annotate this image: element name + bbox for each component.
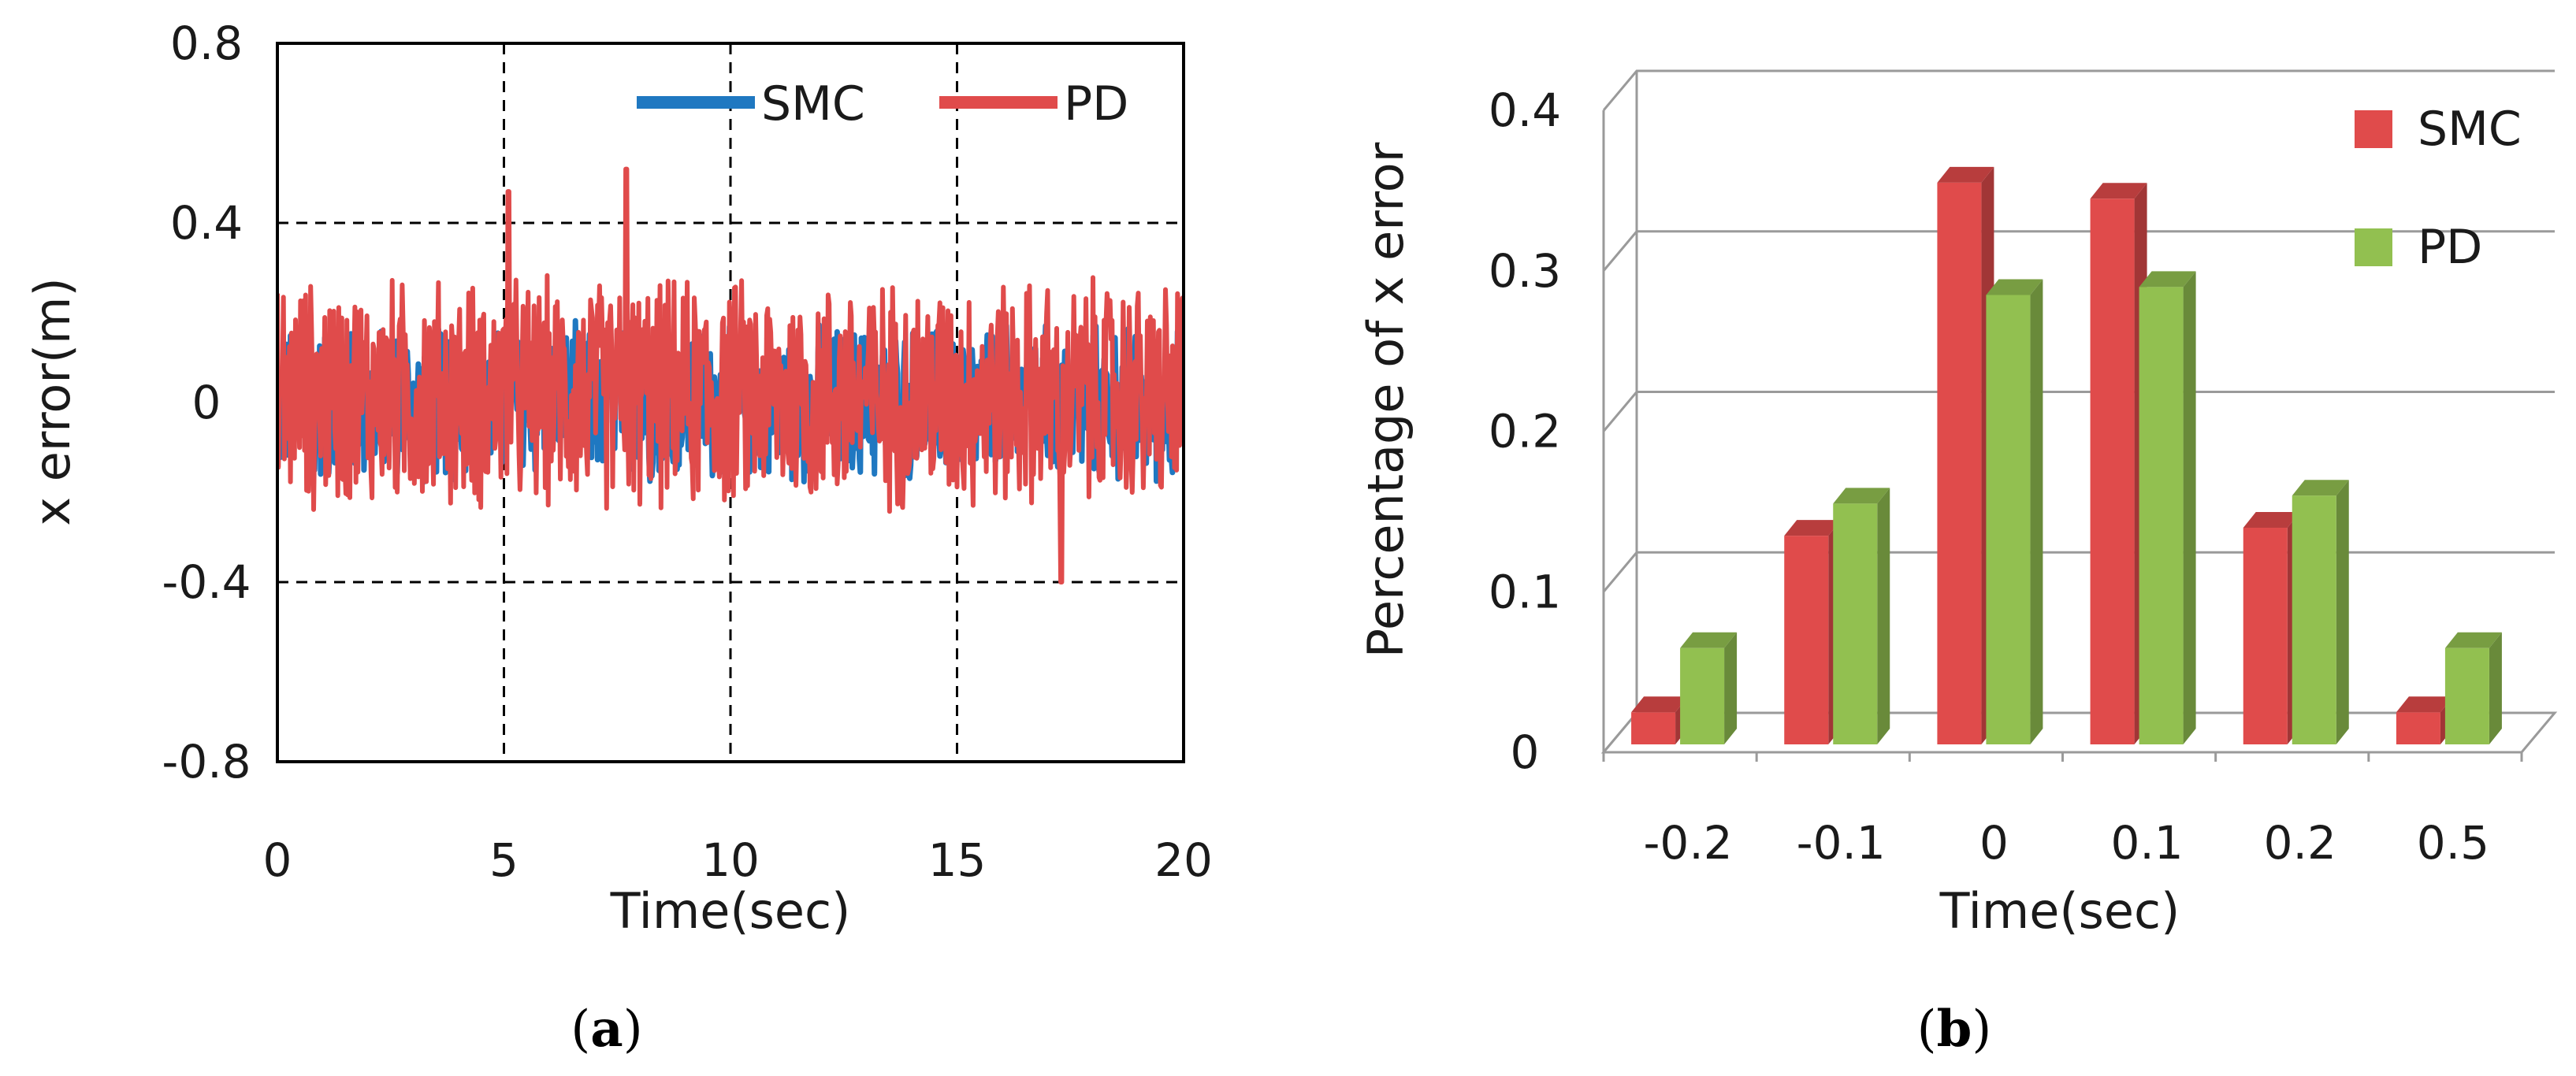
gridline-3d xyxy=(1602,230,2555,272)
x-tick-label: 10 xyxy=(701,833,760,887)
bar-side xyxy=(1877,488,1890,744)
bar-pd xyxy=(1833,488,1890,744)
x-tick-label: 0.5 xyxy=(2417,816,2489,870)
x-tick-label: 0.1 xyxy=(2110,816,2183,870)
x-tick-label: 5 xyxy=(489,833,519,887)
y-tick-labels-b: 0.4 0.3 0.2 0.1 0 xyxy=(1489,83,1561,779)
chart-walls-b xyxy=(1600,69,2558,762)
bar-front xyxy=(2090,199,2135,744)
bar-pd xyxy=(2292,480,2349,744)
bar-top xyxy=(2444,632,2502,648)
x-axis-label-b: Time(sec) xyxy=(1939,882,2180,940)
bar-front xyxy=(1833,503,1878,744)
bar-front xyxy=(1680,647,1725,744)
x-tick-label: -0.2 xyxy=(1643,816,1732,870)
bar-top xyxy=(1937,166,1994,183)
bar-top xyxy=(1680,632,1738,648)
x-tick-label: 0 xyxy=(263,833,292,887)
x-tick-labels-a: 0 5 10 15 20 xyxy=(263,833,1213,887)
legend-label-pd: PD xyxy=(1064,76,1128,132)
bar-smc xyxy=(2243,511,2300,744)
bar-front xyxy=(2396,712,2440,744)
bar-front xyxy=(2292,495,2336,744)
bar-top xyxy=(2243,511,2300,528)
gridline-3d xyxy=(1602,69,2555,111)
bar-smc xyxy=(2396,696,2453,744)
series-group-a xyxy=(277,166,1184,584)
y-tick-label: 0.4 xyxy=(1489,83,1561,137)
bar-front xyxy=(1784,536,1829,744)
gridline-3d xyxy=(1602,551,2555,593)
bar-pd xyxy=(2139,271,2196,744)
bar-pd xyxy=(1986,279,2043,744)
bar-front xyxy=(2444,647,2489,744)
y-tick-label: 0.1 xyxy=(1489,565,1561,618)
x-tick-label: -0.1 xyxy=(1797,816,1886,870)
bar-smc xyxy=(1784,520,1842,744)
bar-chart-panel-b: 0.4 0.3 0.2 0.1 0 -0.2 -0.1 0 0.1 0.2 0.5 SMC PD T… xyxy=(1357,69,2558,1059)
bar-top xyxy=(2396,696,2453,713)
x-tick-label: 0 xyxy=(1979,816,2009,870)
plot-frame-a xyxy=(276,42,1185,763)
y-tick-label: 0 xyxy=(192,376,221,429)
bar-side xyxy=(2030,279,2043,744)
bar-pd xyxy=(2444,632,2502,744)
caption-letter: a xyxy=(590,1000,623,1059)
y-tick-label: 0.8 xyxy=(170,17,243,70)
bar-top xyxy=(1631,696,1689,713)
bar-smc xyxy=(1631,696,1689,744)
bar-top xyxy=(2292,480,2349,496)
y-tick-label: 0 xyxy=(1511,725,1540,779)
bar-top xyxy=(1986,279,2043,295)
bar-front xyxy=(1986,295,2031,744)
bar-pd xyxy=(1680,632,1738,744)
bar-smc xyxy=(1937,166,1994,744)
bar-side xyxy=(2183,271,2196,744)
x-tick-labels-b: -0.2 -0.1 0 0.1 0.2 0.5 xyxy=(1643,816,2489,870)
legend-b: SMC PD xyxy=(2355,102,2522,275)
y-tick-label: -0.8 xyxy=(162,735,251,788)
bar-front xyxy=(1937,182,1982,744)
bar-front xyxy=(2139,287,2184,744)
x-tick-label: 20 xyxy=(1154,833,1213,887)
gridline-3d xyxy=(1602,391,2555,432)
bar-top xyxy=(2139,271,2196,288)
caption-letter: b xyxy=(1937,1000,1972,1059)
line-chart-panel-a: 0.8 0.4 0 -0.4 -0.8 0 5 10 15 20 SMC PD Time(sec)… xyxy=(24,17,1213,1059)
bars-group-b xyxy=(1631,166,2502,744)
y-axis-label-b: Percentage of x error xyxy=(1357,142,1414,658)
legend-swatch-pd xyxy=(2355,228,2392,266)
legend-a: SMC PD xyxy=(637,76,1128,132)
bar-top xyxy=(1833,488,1890,504)
y-axis-label-a: x error(m) xyxy=(24,277,81,525)
y-tick-label: 0.2 xyxy=(1489,405,1561,458)
bar-smc xyxy=(2090,183,2147,744)
legend-label-smc: SMC xyxy=(2418,102,2522,157)
x-axis-label-a: Time(sec) xyxy=(610,882,851,940)
y-tick-labels-a: 0.8 0.4 0 -0.4 -0.8 xyxy=(162,17,251,788)
x-tick-label: 0.2 xyxy=(2264,816,2336,870)
y-tick-label: -0.4 xyxy=(162,555,251,609)
y-tick-label: 0.3 xyxy=(1489,244,1561,298)
series-line-pd xyxy=(277,166,1184,584)
legend-label-smc: SMC xyxy=(761,76,865,132)
bar-side xyxy=(2336,480,2349,744)
caption-b: (b) xyxy=(1917,1000,1992,1059)
bar-front xyxy=(1631,712,1676,744)
bar-side xyxy=(2489,632,2502,744)
bar-side xyxy=(1724,632,1738,744)
y-tick-label: 0.4 xyxy=(170,196,243,250)
legend-swatch-smc xyxy=(2355,110,2392,148)
bar-top xyxy=(1784,520,1842,536)
legend-label-pd: PD xyxy=(2418,220,2482,275)
bar-front xyxy=(2243,527,2288,744)
x-tick-label: 15 xyxy=(928,833,987,887)
caption-a: (a) xyxy=(571,1000,642,1059)
bar-top xyxy=(2090,183,2147,199)
